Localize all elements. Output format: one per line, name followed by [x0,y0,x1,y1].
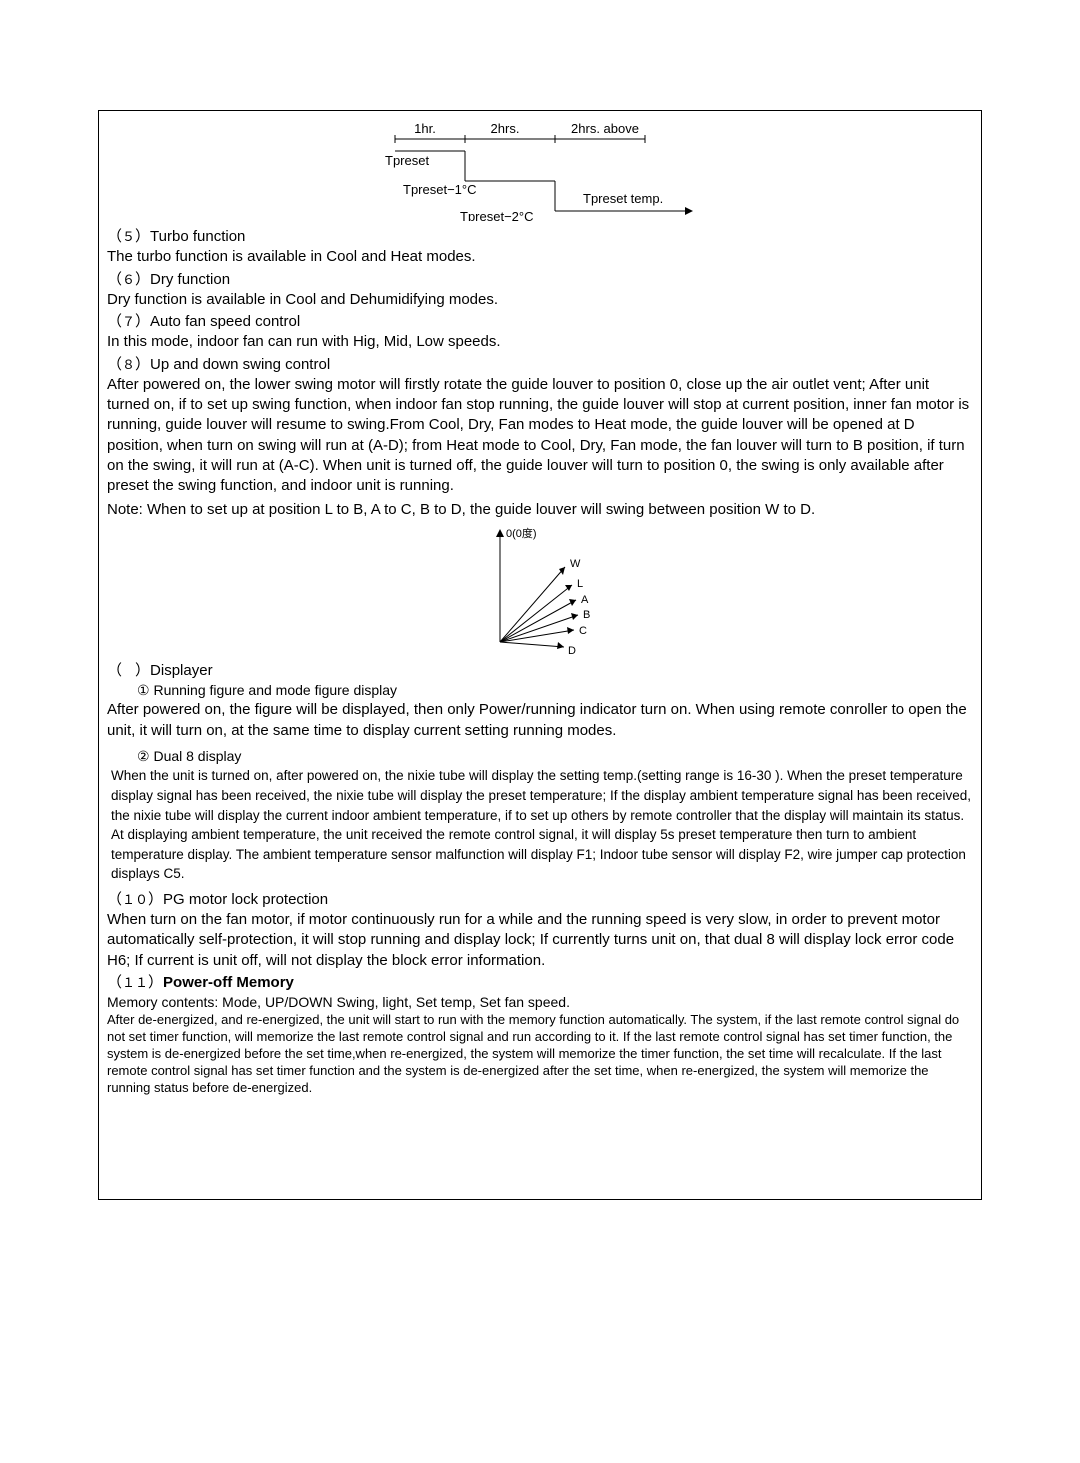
svg-text:C: C [579,625,587,637]
label-1hr: 1hr. [414,121,436,136]
section-5-body: The turbo function is available in Cool … [107,247,973,267]
temperature-timeline-diagram: 1hr. 2hrs. 2hrs. above Tpreset Tpreset−1… [365,121,715,221]
section-10-body: When turn on the fan motor, if motor con… [107,910,973,971]
section-11-heading: （１１）Power-off Memory [107,973,973,993]
section-displayer-heading: （ ）Displayer [107,661,973,681]
section-10-heading: （１０）PG motor lock protection [107,890,973,910]
svg-text:L: L [577,578,583,590]
content-frame: 1hr. 2hrs. 2hrs. above Tpreset Tpreset−1… [98,110,982,1200]
page: 1hr. 2hrs. 2hrs. above Tpreset Tpreset−1… [0,0,1080,1463]
section-displayer-sub1-heading: ① Running figure and mode figure display [107,681,973,701]
svg-text:W: W [570,558,581,570]
label-tpreset-2: Tpreset−2°C [460,209,533,221]
section-6-body: Dry function is available in Cool and De… [107,290,973,310]
section-8-heading: （８）Up and down swing control [107,355,973,375]
section-8-note: Note: When to set up at position L to B,… [107,500,973,520]
section-displayer-sub2-body: When the unit is turned on, after powere… [107,766,973,883]
section-6-heading: （６）Dry function [107,270,973,290]
section-7-body: In this mode, indoor fan can run with Hi… [107,332,973,352]
label-tpreset-1: Tpreset−1°C [403,182,476,197]
svg-text:0(0度): 0(0度) [506,527,537,540]
section-11-body2: After de-energized, and re-energized, th… [107,1012,973,1096]
section-displayer-sub1-body: After powered on, the figure will be dis… [107,700,973,741]
section-5-heading: （５）Turbo function [107,227,973,247]
svg-text:B: B [583,609,590,621]
section-7-heading: （７）Auto fan speed control [107,312,973,332]
svg-text:D: D [568,645,576,657]
label-2hrs: 2hrs. [491,121,520,136]
label-tpreset-temp: Tpreset temp. [583,191,663,206]
louver-angle-diagram: 0(0度) W L A B C D [460,527,620,657]
label-tpreset: Tpreset [385,153,429,168]
label-2hrs-above: 2hrs. above [571,121,639,136]
section-8-body: After powered on, the lower swing motor … [107,375,973,497]
section-displayer-sub2-heading: ② Dual 8 display [107,747,973,767]
svg-text:A: A [581,594,589,606]
section-11-body1: Memory contents: Mode, UP/DOWN Swing, li… [107,993,973,1012]
